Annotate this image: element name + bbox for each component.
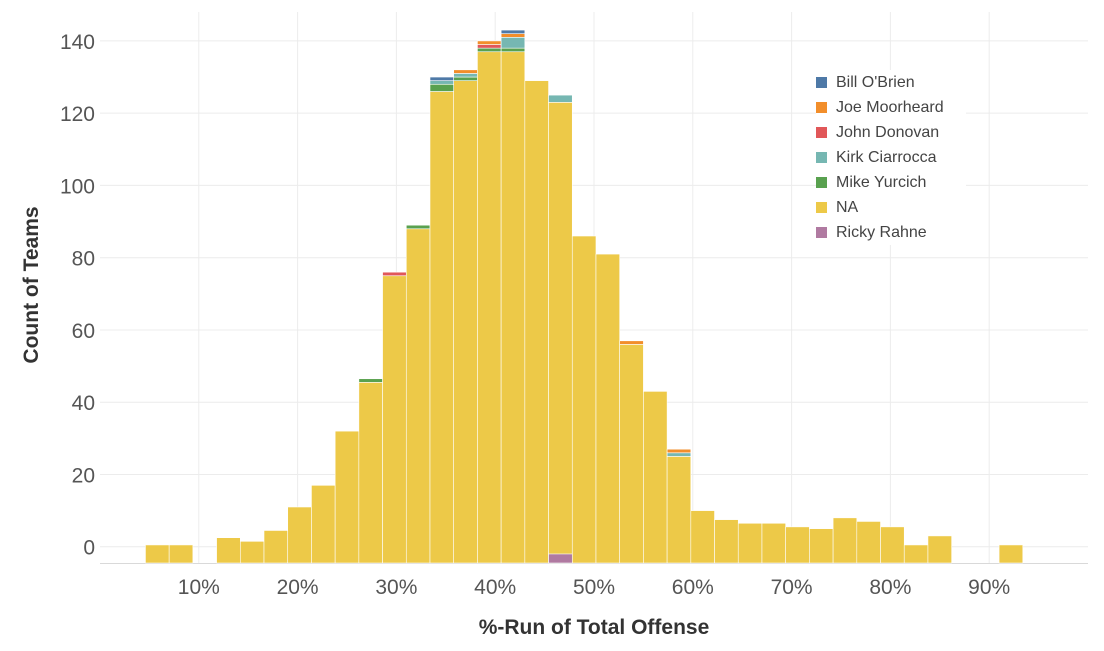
legend-item: NA: [816, 195, 966, 220]
legend-label: Bill O'Brien: [836, 73, 915, 91]
bar-ricky-rahne: [548, 553, 573, 564]
legend-item: Bill O'Brien: [816, 70, 966, 95]
bar-na: [453, 80, 478, 564]
bar-joe-moorheard: [453, 69, 478, 74]
legend-swatch: [816, 177, 827, 188]
y-tick-label: 40: [72, 392, 95, 415]
legend-swatch: [816, 102, 827, 113]
bar-na: [714, 519, 739, 564]
bar-na: [263, 530, 289, 564]
bar-joe-moorheard: [666, 448, 692, 454]
x-tick-label: 60%: [672, 576, 714, 599]
x-tick-label: 90%: [968, 576, 1010, 599]
bar-kirk-ciarrocca: [666, 452, 692, 457]
legend-swatch: [816, 202, 827, 213]
bar-na: [785, 526, 810, 564]
bar-mike-yurcich: [405, 224, 431, 230]
x-tick-label: 50%: [573, 576, 615, 599]
bar-john-donovan: [477, 44, 502, 49]
bar-na: [216, 537, 241, 564]
bar-bill-o-brien: [429, 76, 455, 81]
bar-na: [405, 228, 431, 564]
bar-na: [145, 544, 170, 564]
y-tick-label: 20: [72, 464, 95, 487]
bar-na: [998, 544, 1024, 564]
bar-na: [761, 522, 786, 564]
bar-kirk-ciarrocca: [548, 94, 573, 103]
bar-na: [311, 485, 336, 564]
bar-na: [619, 344, 644, 564]
legend-label: Mike Yurcich: [836, 173, 927, 191]
y-axis-title: Count of Teams: [20, 206, 43, 363]
x-tick-label: 10%: [178, 576, 220, 599]
x-axis-title: %-Run of Total Offense: [479, 616, 710, 639]
bar-kirk-ciarrocca: [453, 73, 478, 78]
legend-swatch: [816, 227, 827, 238]
bar-na: [429, 91, 455, 564]
bar-na: [382, 275, 407, 564]
bar-joe-moorheard: [619, 340, 644, 345]
bar-na: [737, 522, 763, 564]
legend-item: Ricky Rahne: [816, 220, 966, 245]
bar-na: [595, 253, 620, 564]
y-tick-label: 100: [60, 175, 95, 198]
legend: Bill O'Brien Joe Moorheard John Donovan Kir…: [816, 70, 966, 245]
legend-label: Kirk Ciarrocca: [836, 148, 937, 166]
bar-joe-moorheard: [500, 33, 526, 38]
bar-na: [927, 535, 952, 564]
bar-na: [358, 382, 383, 564]
legend-swatch: [816, 77, 827, 88]
legend-label: Joe Moorheard: [836, 98, 944, 116]
legend-label: Ricky Rahne: [836, 223, 927, 241]
legend-item: John Donovan: [816, 120, 966, 145]
bar-mike-yurcich: [453, 76, 478, 81]
y-tick-label: 0: [83, 537, 95, 560]
x-tick-label: 70%: [771, 576, 813, 599]
bar-na: [880, 526, 905, 564]
bar-na: [334, 430, 360, 564]
bar-john-donovan: [382, 271, 407, 277]
bar-bill-o-brien: [500, 29, 526, 34]
x-tick-label: 30%: [375, 576, 417, 599]
bar-mike-yurcich: [358, 378, 383, 383]
bar-na: [832, 517, 858, 564]
bar-na: [856, 521, 881, 564]
bar-na: [500, 51, 526, 564]
bar-na: [239, 541, 265, 564]
legend-swatch: [816, 152, 827, 163]
bar-mike-yurcich: [500, 47, 526, 53]
bar-joe-moorheard: [477, 40, 502, 45]
y-tick-label: 80: [72, 248, 95, 271]
x-tick-label: 20%: [277, 576, 319, 599]
x-tick-label: 40%: [474, 576, 516, 599]
legend-item: Kirk Ciarrocca: [816, 145, 966, 170]
bar-na: [477, 51, 502, 564]
bar-na: [666, 456, 692, 564]
bar-na: [287, 506, 312, 564]
y-tick-label: 120: [60, 103, 95, 126]
bar-na: [571, 235, 597, 564]
bar-kirk-ciarrocca: [429, 80, 455, 85]
bar-na: [168, 544, 194, 564]
bar-na: [548, 102, 573, 564]
y-tick-label: 140: [60, 31, 95, 54]
legend-swatch: [816, 127, 827, 138]
x-tick-label: 80%: [869, 576, 911, 599]
y-tick-label: 60: [72, 320, 95, 343]
bar-kirk-ciarrocca: [500, 36, 526, 49]
legend-label: John Donovan: [836, 123, 940, 141]
legend-item: Mike Yurcich: [816, 170, 966, 195]
legend-item: Joe Moorheard: [816, 95, 966, 120]
bar-na: [690, 510, 715, 564]
bar-mike-yurcich: [477, 47, 502, 53]
legend-label: NA: [836, 198, 859, 216]
bar-mike-yurcich: [429, 83, 455, 92]
bar-na: [524, 80, 549, 564]
bar-na: [809, 528, 834, 564]
bar-na: [643, 391, 668, 564]
bar-na: [903, 544, 929, 564]
